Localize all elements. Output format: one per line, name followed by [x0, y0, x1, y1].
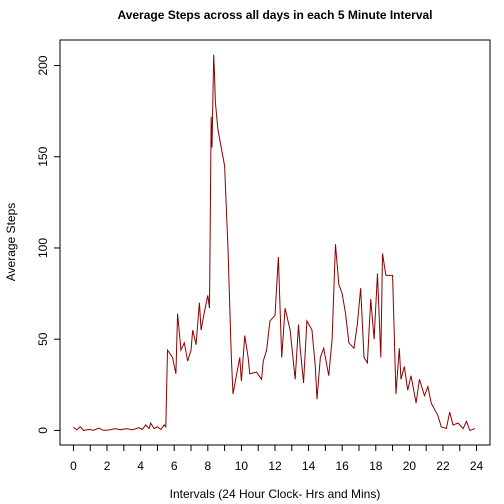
x-tick-label: 0 [70, 459, 77, 473]
y-tick-label: 150 [36, 146, 50, 166]
x-tick-label: 18 [369, 459, 383, 473]
x-tick-label: 20 [403, 459, 417, 473]
y-axis-label: Average Steps [4, 203, 18, 282]
x-tick-label: 2 [104, 459, 111, 473]
x-tick-label: 10 [235, 459, 249, 473]
x-tick-label: 24 [470, 459, 484, 473]
chart-title: Average Steps across all days in each 5 … [117, 8, 432, 22]
x-tick-label: 4 [137, 459, 144, 473]
x-tick-label: 22 [436, 459, 450, 473]
x-tick-label: 14 [302, 459, 316, 473]
plot-frame [59, 39, 491, 446]
y-tick-label: 0 [36, 427, 50, 434]
y-tick-label: 50 [36, 332, 50, 346]
y-tick-label: 100 [36, 238, 50, 258]
y-tick-label: 200 [36, 55, 50, 75]
data-line [73, 54, 476, 432]
x-tick-label: 8 [204, 459, 211, 473]
x-tick-label: 6 [171, 459, 178, 473]
x-axis-label: Intervals (24 Hour Clock- Hrs and Mins) [170, 487, 381, 501]
x-tick-label: 16 [336, 459, 350, 473]
x-tick-label: 12 [268, 459, 282, 473]
